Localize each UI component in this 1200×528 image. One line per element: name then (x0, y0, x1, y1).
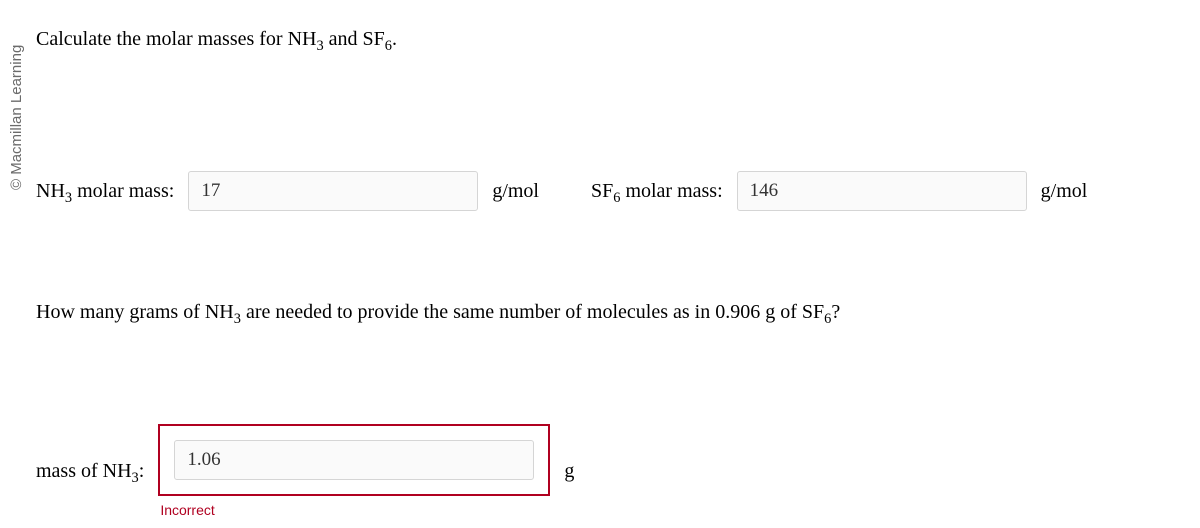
q1-text-1: Calculate the molar masses for NH (36, 28, 316, 50)
answer-box (158, 424, 550, 496)
nh3-label-post: molar mass: (72, 180, 174, 202)
q1-sub-1: 3 (316, 38, 323, 54)
q2-sub-1: 3 (234, 311, 241, 327)
answer-block: Incorrect (158, 424, 550, 518)
content-area: Calculate the molar masses for NH3 and S… (0, 0, 1200, 528)
answer-label-sub: 3 (132, 470, 139, 486)
answer-label: mass of NH3: (36, 460, 144, 483)
q1-sub-2: 6 (385, 38, 392, 54)
molar-mass-row: NH3 molar mass: g/mol SF6 molar mass: g/… (36, 171, 1190, 211)
nh3-label: NH3 molar mass: (36, 180, 174, 203)
question-2: How many grams of NH3 are needed to prov… (36, 301, 1190, 324)
q2-text-2: are needed to provide the same number of… (241, 301, 824, 323)
sf6-unit: g/mol (1041, 180, 1088, 203)
sf6-label-post: molar mass: (620, 180, 722, 202)
q2-text-1: How many grams of NH (36, 301, 234, 323)
answer-input[interactable] (174, 440, 534, 480)
answer-line: mass of NH3: Incorrect g (36, 424, 1190, 518)
question-1: Calculate the molar masses for NH3 and S… (36, 28, 1190, 51)
sf6-label: SF6 molar mass: (591, 180, 723, 203)
nh3-unit: g/mol (492, 180, 539, 203)
q2-text-3: ? (831, 301, 840, 323)
answer-unit: g (564, 460, 574, 483)
q1-text-2: and SF (324, 28, 385, 50)
answer-label-pre: mass of NH (36, 460, 132, 482)
nh3-label-sub: 3 (65, 190, 72, 206)
sf6-input[interactable] (737, 171, 1027, 211)
nh3-label-pre: NH (36, 180, 65, 202)
feedback-text: Incorrect (160, 502, 550, 518)
copyright-text: © Macmillan Learning (8, 45, 25, 190)
q1-text-3: . (392, 28, 397, 50)
sf6-label-pre: SF (591, 180, 613, 202)
answer-label-post: : (139, 460, 145, 482)
nh3-input[interactable] (188, 171, 478, 211)
